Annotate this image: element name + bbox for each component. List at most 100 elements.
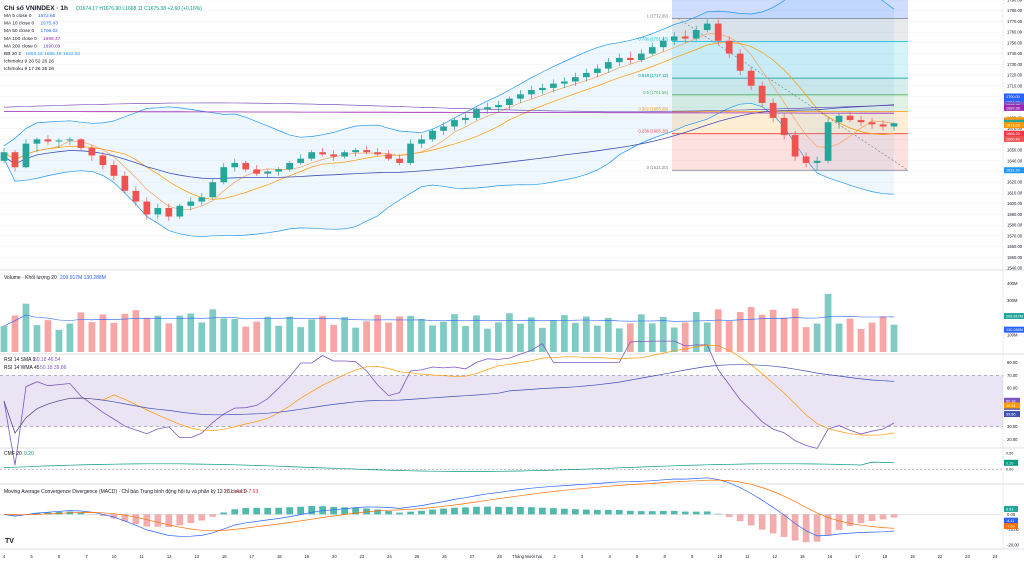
indicator-label: MA 10 close 0: [4, 21, 34, 27]
fib-trend-line: [677, 18, 909, 171]
price-axis-label: 1640.00: [1007, 158, 1023, 163]
macd-histogram-bar: [648, 511, 656, 515]
cmf-badge: [1004, 450, 1018, 457]
symbol-title: Chỉ số VNINDEX · 1h: [4, 4, 68, 12]
macd-histogram-bar: [879, 514, 887, 520]
volume-bar: [484, 328, 491, 352]
volume-axis-label: 100M: [1007, 332, 1018, 337]
price-axis-label: 1780.00: [1007, 8, 1023, 13]
candle-body: [791, 135, 799, 157]
price-axis-label: 1590.00: [1007, 212, 1023, 217]
candle-body: [286, 162, 294, 170]
candle-body: [77, 139, 85, 148]
candle-body: [110, 165, 118, 176]
rsi2-title: RSI 14 WMA 45: [4, 365, 40, 371]
rsi-badge: [1004, 411, 1020, 418]
volume-bar: [517, 323, 524, 352]
candle-body: [495, 105, 502, 108]
rsi1-title: RSI 14 SMA 9: [4, 357, 36, 363]
macd-histogram-bar: [571, 509, 579, 515]
cmf-badge-label: 0.00: [1006, 468, 1013, 472]
volume-bar: [604, 317, 612, 352]
volume-bar: [593, 325, 601, 352]
volume-bar: [308, 319, 316, 352]
fib-zone-top: [672, 0, 908, 19]
volume-title: Volume · Khối lượng 20: [4, 275, 57, 281]
volume-bar: [253, 321, 261, 352]
candle-body: [802, 156, 810, 163]
price-axis-label: 1790.00: [1007, 0, 1023, 3]
price-badge: [1004, 167, 1024, 174]
rsi-axis-label: 80.00: [1007, 360, 1018, 365]
volume-bar: [165, 323, 173, 352]
volume-bar: [725, 321, 733, 352]
macd-histogram-bar: [99, 514, 107, 517]
time-axis-label: 12: [167, 554, 172, 559]
fib-label: 0 (1631.20): [647, 165, 669, 170]
candle-body: [539, 87, 546, 91]
time-axis-label: 10: [717, 554, 722, 559]
volume-bar: [462, 325, 469, 352]
volume-bar: [121, 313, 129, 352]
volume-bar: [77, 312, 85, 352]
volume-bar: [637, 314, 645, 352]
volume-bar: [879, 316, 887, 352]
indicator-value: 1672.65: [38, 13, 56, 19]
volume-bar: [407, 315, 414, 352]
time-axis-label: 5: [30, 554, 33, 559]
volume-badge: [1004, 313, 1024, 320]
candle-body: [418, 139, 425, 144]
macd-histogram-bar: [330, 506, 337, 515]
macd-histogram-bar: [264, 507, 272, 515]
volume-bar: [275, 325, 283, 352]
macd-histogram-bar: [736, 514, 744, 522]
candle-body: [44, 139, 52, 142]
time-axis-label: 26: [442, 554, 447, 559]
price-axis-label: 1620.00: [1007, 180, 1023, 185]
price-badge-label: 1631.20: [1006, 169, 1020, 173]
tradingview-logo: TV: [5, 538, 14, 545]
volume-bar: [813, 323, 821, 352]
candle-body: [66, 139, 74, 141]
candle-body: [99, 155, 107, 166]
ohlc-readout: O1674.17 H1676.90 L1668.11 C1675.38 +2.6…: [76, 6, 202, 12]
volume-bar: [571, 322, 579, 352]
time-axis-label: 10: [112, 554, 117, 559]
rsi-axis-label: 70.00: [1007, 373, 1018, 378]
candle-body: [769, 102, 777, 118]
rsi-line: [3, 340, 895, 466]
volume-bar: [22, 303, 30, 352]
volume-bar: [374, 314, 381, 352]
volume-axis-label: 300M: [1007, 298, 1018, 303]
fib-label: 0.5 (1701.56): [643, 90, 669, 95]
volume-bar: [132, 310, 140, 352]
time-axis-label: 13: [194, 554, 199, 559]
macd-badge-label: 3.51: [1006, 507, 1013, 511]
time-axis-label: 24: [993, 554, 998, 559]
fib-zone: [672, 18, 908, 42]
macd-histogram-bar: [440, 508, 447, 515]
macd-histogram-bar: [506, 506, 513, 515]
volume-bar: [363, 321, 370, 352]
macd-histogram-bar: [528, 507, 535, 515]
macd-histogram-bar: [670, 510, 678, 515]
price-axis-label: 1750.00: [1007, 40, 1023, 45]
time-axis-label: 16: [222, 554, 227, 559]
time-axis-label: 23: [965, 554, 970, 559]
time-axis-label: 27: [470, 554, 475, 559]
candle-body: [275, 169, 283, 172]
macd-histogram-bar: [396, 512, 403, 515]
candle-body: [374, 152, 381, 155]
price-axis-label: 1600.00: [1007, 201, 1023, 206]
macd-histogram-bar: [615, 509, 623, 515]
volume-bar: [154, 315, 162, 352]
volume-bar: [561, 315, 568, 352]
time-axis-label: 18: [277, 554, 282, 559]
indicator-value: 1706.02: [41, 28, 59, 34]
volume-bar: [55, 329, 63, 352]
macd-histogram-bar: [231, 509, 239, 515]
rsi-axis-label: 30.00: [1007, 424, 1018, 429]
candle-body: [165, 207, 173, 217]
bb-upper: [3, 0, 895, 147]
